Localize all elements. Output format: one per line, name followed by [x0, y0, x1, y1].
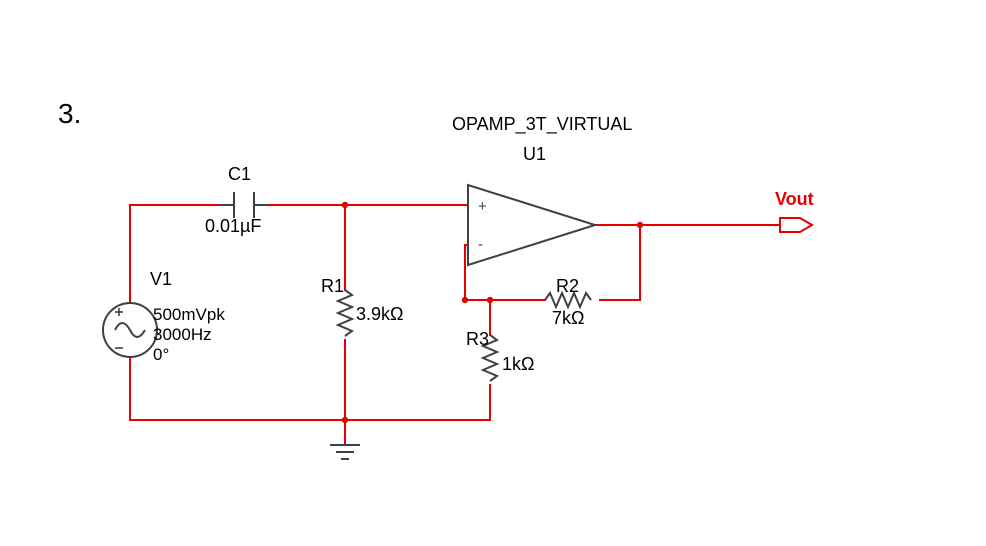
r3-ref: R3 [466, 329, 489, 349]
r1-ref: R1 [321, 276, 344, 296]
opamp-model: OPAMP_3T_VIRTUAL [452, 114, 632, 135]
r1-value: 3.9kΩ [356, 304, 403, 324]
v1-freq: 3000Hz [153, 325, 212, 344]
r3-value: 1kΩ [502, 354, 534, 374]
v1-ref: V1 [150, 269, 172, 289]
c1-value: 0.01µF [205, 216, 261, 236]
circuit-svg: + - C1 0.01µF V1 500mVpk 3000Hz 0° R1 3.… [0, 0, 986, 546]
c1-ref: C1 [228, 164, 251, 184]
v1-phase: 0° [153, 345, 169, 364]
r2-value: 7kΩ [552, 308, 584, 328]
opamp-plus-label: + [478, 198, 487, 215]
v1-amplitude: 500mVpk [153, 305, 225, 324]
opamp-minus-label: - [478, 236, 483, 253]
opamp-ref: U1 [523, 144, 546, 164]
vout-label: Vout [775, 189, 814, 209]
r2-ref: R2 [556, 276, 579, 296]
